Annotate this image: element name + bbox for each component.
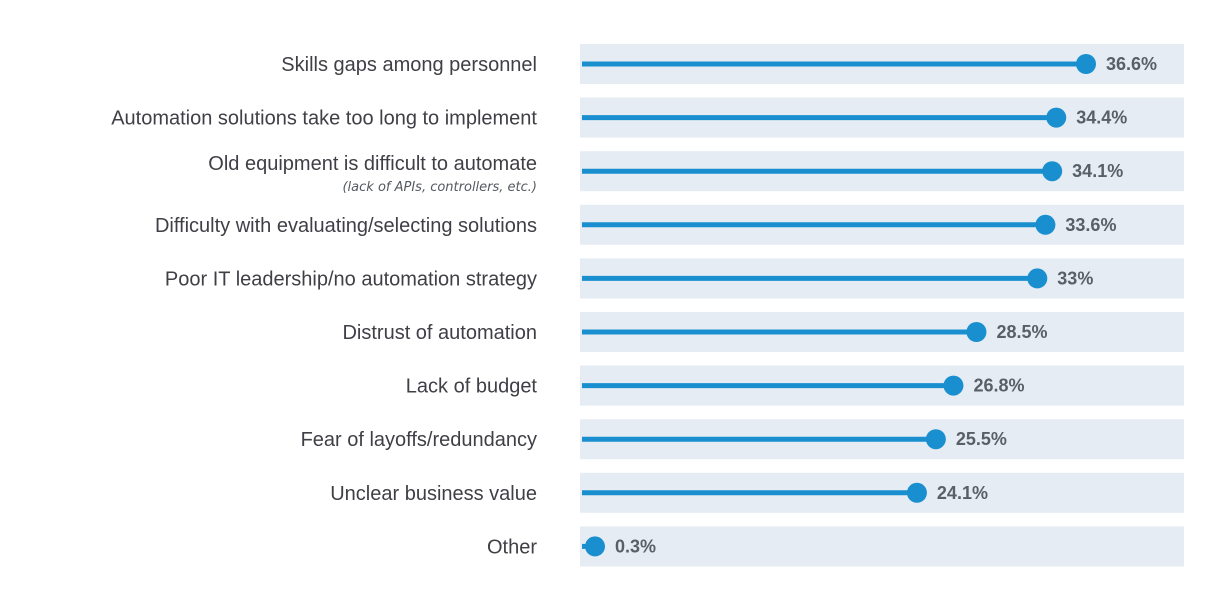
category-label: Lack of budget [406,376,538,398]
value-label: 28.5% [996,322,1047,342]
bar-dot [1076,54,1096,74]
category-label: Skills gaps among personnel [281,54,537,76]
category-label: Poor IT leadership/no automation strateg… [165,268,537,290]
value-label: 34.4% [1076,108,1127,128]
bar-dot [585,536,605,557]
bar-dot [1042,161,1063,182]
value-label: 0.3% [615,536,656,556]
bar-dot [1035,214,1056,235]
value-label: 33.6% [1065,215,1116,235]
category-label: Distrust of automation [342,322,537,344]
bar-dot [925,429,946,450]
bar-dot [906,482,927,503]
value-label: 33% [1057,268,1093,288]
row-band [580,526,1184,567]
bar-dot [1027,268,1048,289]
value-label: 36.6% [1106,54,1157,74]
category-label: Old equipment is difficult to automate [208,153,537,175]
category-label: Automation solutions take too long to im… [111,108,537,130]
value-label: 25.5% [956,429,1007,449]
value-label: 24.1% [937,483,988,503]
bar-dot [966,322,987,342]
category-label: Other [487,536,537,558]
category-label: Fear of layoffs/redundancy [301,429,537,451]
value-label: 26.8% [973,376,1024,396]
bar-dot [943,375,964,396]
category-label: Unclear business value [330,483,537,505]
category-sublabel: (lack of APIs, controllers, etc.) [342,180,537,195]
category-label: Difficulty with evaluating/selecting sol… [155,215,537,237]
value-label: 34.1% [1072,161,1123,181]
bar-dot [1046,107,1067,128]
